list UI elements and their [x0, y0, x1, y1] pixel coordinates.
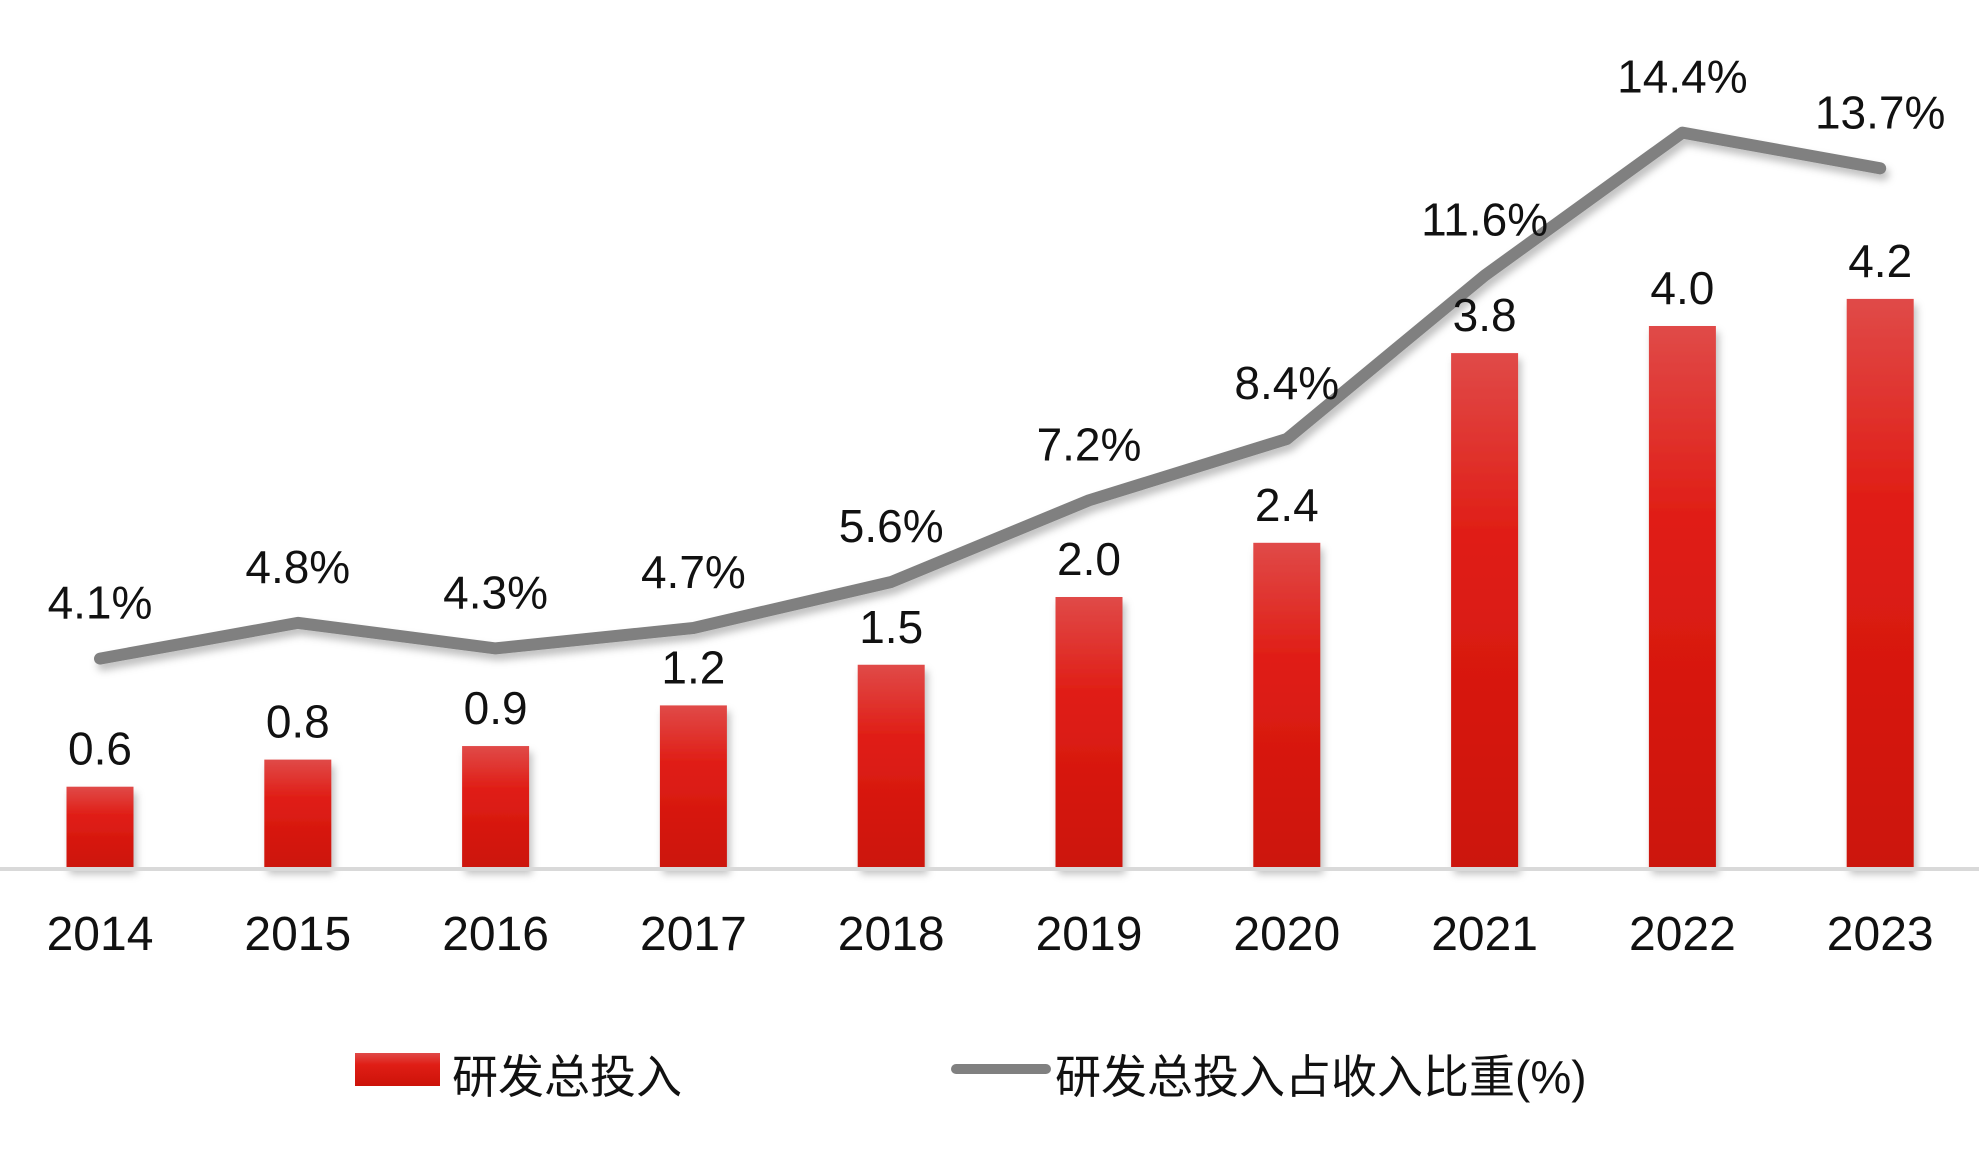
bar-2016	[462, 746, 529, 868]
bar-value-label: 0.8	[266, 696, 330, 748]
bar-value-label: 4.2	[1848, 235, 1912, 287]
line-value-label: 11.6%	[1421, 194, 1548, 246]
bar-value-label: 1.5	[859, 601, 923, 653]
line-value-label: 8.4%	[1234, 357, 1339, 409]
line-value-label: 4.7%	[641, 546, 746, 598]
bar-2019	[1056, 597, 1123, 868]
x-tick-label: 2015	[244, 908, 351, 961]
x-tick-label: 2021	[1431, 908, 1538, 961]
bar-value-label: 4.0	[1650, 262, 1714, 314]
bar-2021	[1451, 353, 1518, 868]
bar-2014	[67, 787, 134, 868]
line-series-ratio	[100, 133, 1880, 659]
x-tick-label: 2017	[640, 908, 747, 961]
line-value-label: 4.3%	[443, 566, 548, 618]
legend-label-bar: 研发总投入	[452, 1051, 682, 1103]
bar-2023	[1847, 299, 1914, 868]
bar-value-label: 2.0	[1057, 533, 1121, 585]
line-value-label: 13.7%	[1815, 86, 1945, 138]
legend-label-line: 研发总投入占收入比重(%)	[1055, 1051, 1587, 1103]
x-tick-label: 2023	[1827, 908, 1934, 961]
bar-2015	[264, 760, 331, 868]
bar-2022	[1649, 326, 1716, 868]
legend-swatch-bar	[355, 1053, 440, 1086]
x-tick-label: 2020	[1233, 908, 1340, 961]
line-value-label: 5.6%	[839, 500, 944, 552]
bar-2018	[858, 665, 925, 868]
x-tick-label: 2022	[1629, 908, 1736, 961]
line-value-label: 14.4%	[1617, 51, 1747, 103]
x-tick-label: 2019	[1036, 908, 1143, 961]
line-value-label: 4.1%	[48, 577, 153, 629]
bar-2017	[660, 705, 727, 868]
x-tick-label: 2018	[838, 908, 945, 961]
legend: 研发总投入 研发总投入占收入比重(%)	[355, 1051, 1587, 1103]
line-value-label: 7.2%	[1037, 418, 1142, 470]
x-tick-label: 2014	[47, 908, 154, 961]
bar-value-label: 1.2	[661, 641, 725, 693]
bar-value-label: 0.6	[68, 723, 132, 775]
x-tick-label: 2016	[442, 908, 549, 961]
bar-value-label: 3.8	[1453, 289, 1517, 341]
bar-value-label: 2.4	[1255, 479, 1319, 531]
line-value-label: 4.8%	[245, 541, 350, 593]
bar-2020	[1253, 543, 1320, 868]
bar-value-label: 0.9	[464, 682, 528, 734]
